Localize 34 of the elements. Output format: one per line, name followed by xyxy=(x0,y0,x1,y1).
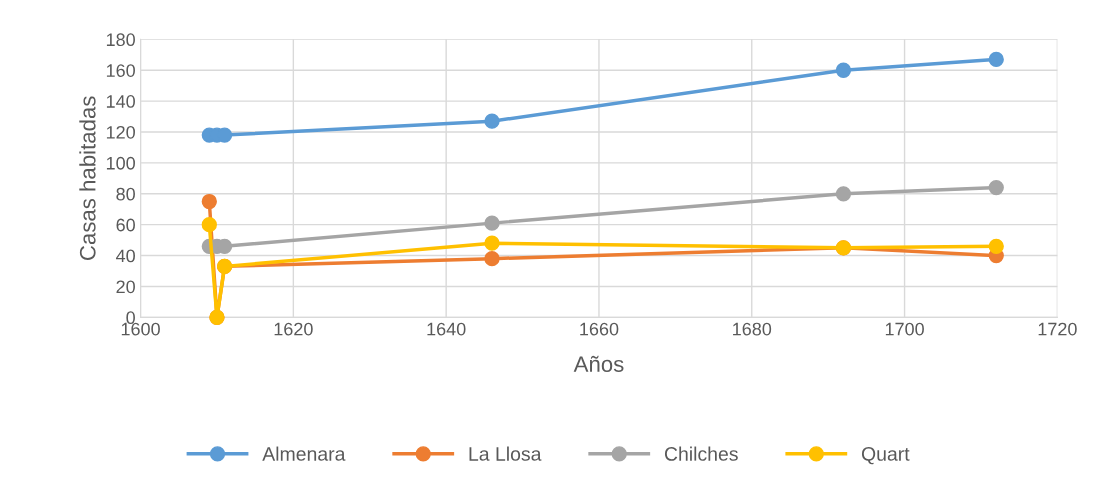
y-tick-label: 140 xyxy=(106,95,135,108)
y-tick-label: 180 xyxy=(106,33,135,47)
point xyxy=(988,238,1004,254)
legend-label: Chilches xyxy=(664,446,738,461)
point xyxy=(484,235,500,251)
point xyxy=(484,215,500,231)
x-tick-label: 1700 xyxy=(885,322,924,336)
x-axis-title: Años xyxy=(573,355,624,373)
y-tick-label: 120 xyxy=(106,125,135,139)
point xyxy=(484,251,500,267)
point xyxy=(988,51,1004,68)
y-tick-label: 60 xyxy=(116,218,135,232)
point xyxy=(201,217,217,233)
y-tick-label: 100 xyxy=(106,156,135,170)
point xyxy=(835,186,852,202)
legend-label: Almenara xyxy=(262,446,346,461)
point xyxy=(484,113,500,129)
y-axis-title: Casas habitadas xyxy=(79,96,96,260)
x-tick-label: 1640 xyxy=(427,322,466,336)
y-tick-label: 80 xyxy=(116,187,135,201)
y-tick-label: 20 xyxy=(116,280,135,294)
legend-label: La Llosa xyxy=(469,446,542,461)
point xyxy=(988,179,1004,196)
point xyxy=(201,193,217,210)
x-tick-label: 1600 xyxy=(121,322,160,336)
y-tick-label: 0 xyxy=(126,311,135,325)
x-tick-label: 1680 xyxy=(733,322,772,336)
point xyxy=(835,62,852,78)
x-tick-label: 1620 xyxy=(274,322,313,336)
y-tick-label: 160 xyxy=(106,64,135,77)
x-tick-label: 1720 xyxy=(1038,322,1077,336)
x-tick-label: 1660 xyxy=(580,322,619,336)
y-tick-label: 40 xyxy=(116,249,135,263)
legend-label: Quart xyxy=(861,447,910,465)
